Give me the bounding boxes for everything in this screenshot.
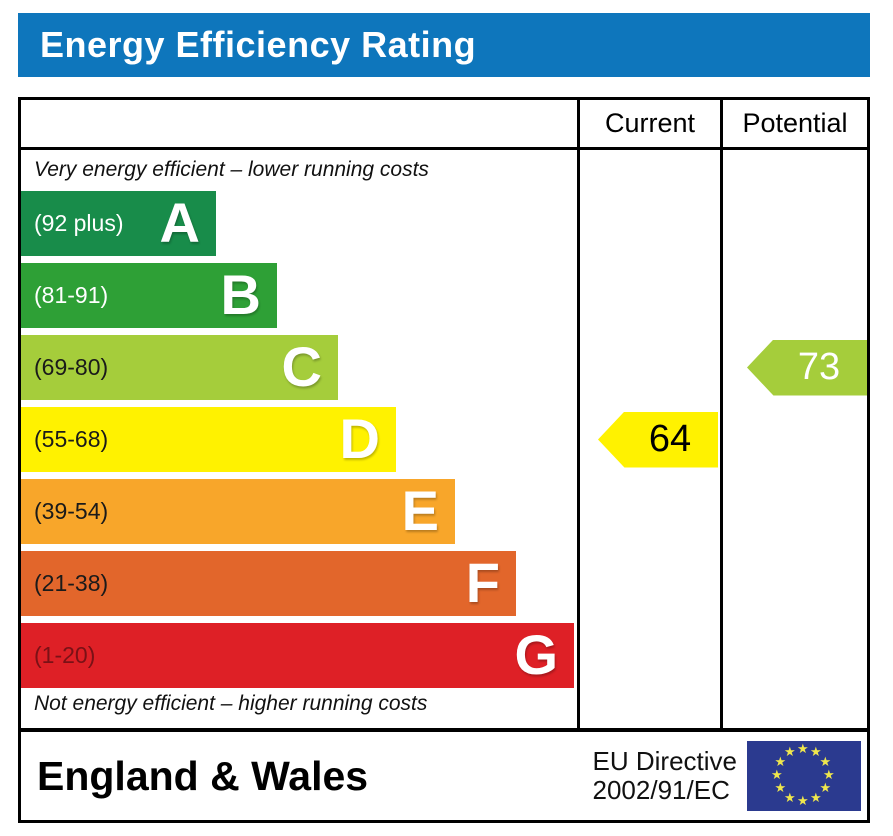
band-letter: D (339, 407, 380, 471)
band-letter: A (159, 191, 200, 255)
column-header-potential: Potential (723, 100, 867, 147)
star-icon: ★ (771, 767, 783, 782)
eu-flag-icon: ★ ★ ★ ★ ★ ★ ★ ★ ★ ★ ★ ★ (747, 741, 861, 811)
star-icon: ★ (819, 754, 832, 769)
band-letter: B (220, 263, 261, 327)
star-icon: ★ (774, 780, 787, 795)
band-range-label: (21-38) (34, 570, 109, 596)
star-icon: ★ (797, 741, 809, 756)
potential-column-label: Potential (742, 108, 848, 138)
footer-divider-line (21, 728, 867, 732)
star-icon: ★ (774, 754, 787, 769)
current-column-label: Current (604, 108, 696, 138)
band-range-label: (69-80) (34, 354, 109, 380)
star-icon: ★ (810, 789, 822, 805)
band-letter: E (401, 479, 439, 543)
header-divider-line (21, 147, 867, 150)
band-range-label: (39-54) (34, 498, 109, 524)
eu-directive-line2: 2002/91/EC (592, 775, 730, 805)
band-g: (1-20) G (21, 623, 574, 688)
band-a: (92 plus) A (21, 191, 216, 256)
current-rating-arrow: 64 (598, 411, 718, 468)
band-range-label: (92 plus) (34, 210, 124, 236)
energy-rating-chart: Current Potential Very energy efficient … (18, 97, 870, 823)
band-range-label: (1-20) (34, 642, 96, 668)
star-icon: ★ (819, 780, 832, 795)
band-e: (39-54) E (21, 479, 455, 544)
eu-directive-line1: EU Directive (592, 745, 737, 776)
footer: England & Wales EU Directive 2002/91/EC … (21, 732, 867, 820)
band-b: (81-91) B (21, 263, 277, 328)
top-note: Very energy efficient – lower running co… (34, 158, 429, 181)
band-letter: G (514, 623, 558, 687)
star-icon: ★ (797, 793, 809, 808)
star-icon: ★ (784, 789, 796, 805)
band-letter: F (465, 551, 500, 615)
region-label: England & Wales (37, 752, 369, 799)
current-rating-value: 64 (648, 418, 692, 460)
column-header-current: Current (580, 100, 720, 147)
band-range-label: (81-91) (34, 282, 109, 308)
potential-column-divider (720, 100, 723, 732)
star-icon: ★ (823, 767, 835, 782)
star-icon: ★ (784, 744, 796, 760)
band-letter: C (281, 335, 322, 399)
band-d: (55-68) D (21, 407, 396, 472)
eu-directive-label: EU Directive 2002/91/EC (592, 745, 737, 805)
current-column-divider (577, 100, 580, 732)
potential-rating-arrow: 73 (747, 339, 867, 396)
band-range-label: (55-68) (34, 426, 109, 452)
title-bar: Energy Efficiency Rating (18, 13, 870, 77)
page-title: Energy Efficiency Rating (40, 24, 477, 65)
band-f: (21-38) F (21, 551, 516, 616)
star-icon: ★ (810, 744, 822, 760)
band-c: (69-80) C (21, 335, 338, 400)
potential-rating-value: 73 (797, 346, 841, 388)
bottom-note: Not energy efficient – higher running co… (34, 692, 428, 715)
